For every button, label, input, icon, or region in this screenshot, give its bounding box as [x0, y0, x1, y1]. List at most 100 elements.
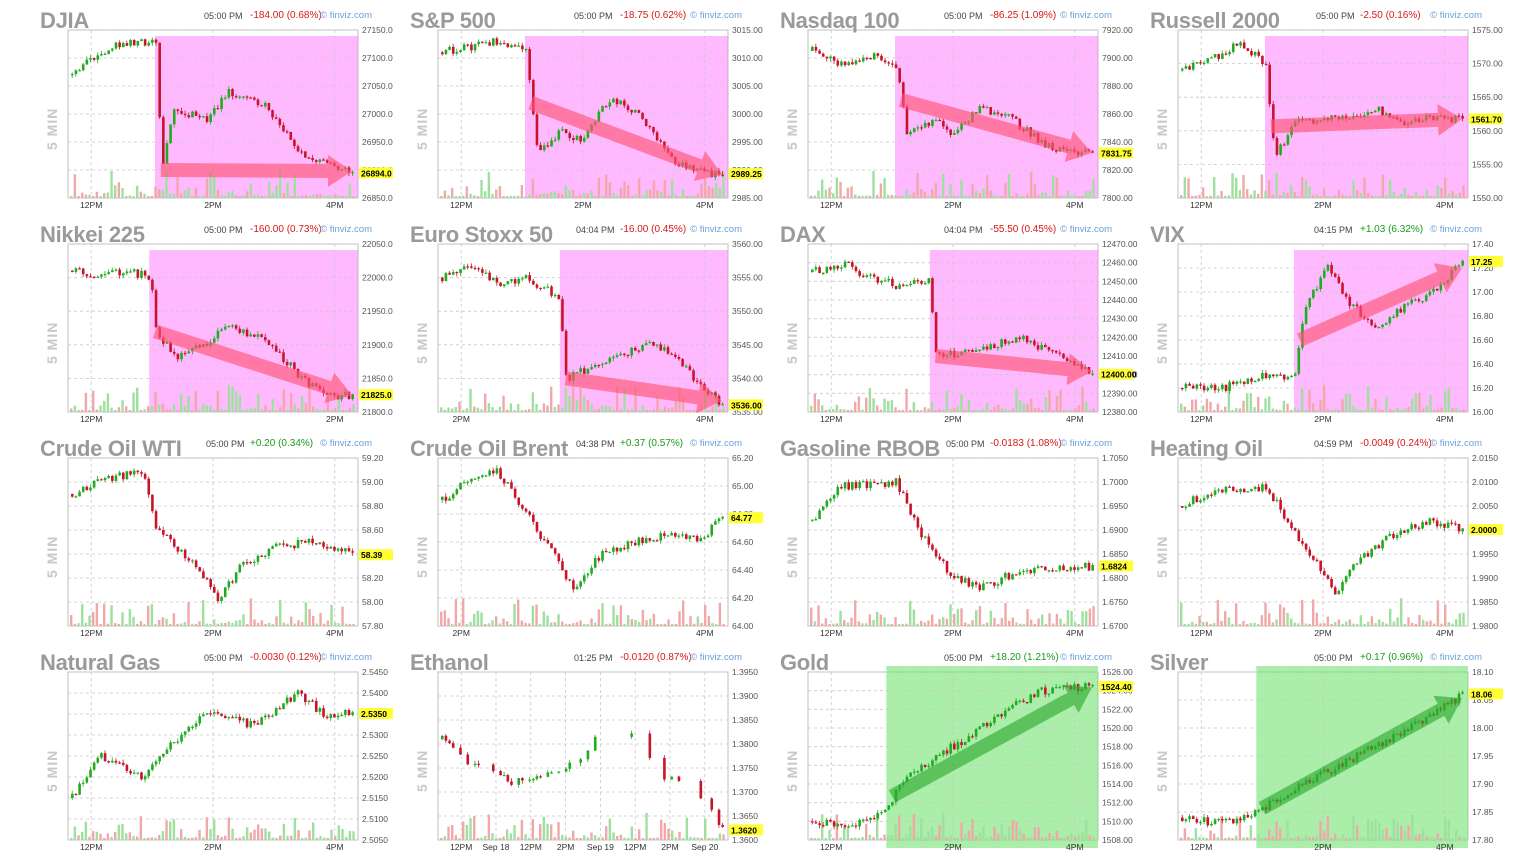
chart-title[interactable]: Ethanol [410, 650, 489, 675]
candle-body [1000, 577, 1003, 585]
brand-label[interactable]: © finviz.com [1430, 10, 1482, 21]
chart-panel-crude-oil-brent[interactable]: 65.2065.0064.8064.6064.4064.2064.002PM4P… [370, 428, 763, 642]
chart-title[interactable]: Crude Oil WTI [40, 436, 182, 461]
volume-bar [689, 836, 692, 840]
chart-panel-russell-2000[interactable]: 1575.00 1570.00 1565.00 1560.00 1555.00 1550.… [1110, 0, 1503, 214]
brand-label[interactable]: © finviz.com [1060, 438, 1112, 449]
chart-panel-ethanol[interactable]: 1.3950 1.3900 1.3850 1.3800 1.3750 1.3700 1.36… [370, 642, 763, 856]
chart-title[interactable]: Silver [1150, 650, 1209, 675]
brand-label[interactable]: © finviz.com [1060, 10, 1112, 21]
brand-label[interactable]: © finviz.com [320, 10, 372, 21]
chart-title[interactable]: Natural Gas [40, 650, 161, 675]
brand-label[interactable]: © finviz.com [690, 10, 742, 21]
volume-bar [286, 182, 289, 198]
candle-body [811, 821, 814, 823]
chart-title[interactable]: Euro Stoxx 50 [410, 222, 553, 247]
candle-body [652, 540, 655, 542]
chart-title[interactable]: Russell 2000 [1150, 8, 1280, 33]
volume-bar [1304, 835, 1308, 840]
chart-panel-euro-stoxx-50[interactable]: 3560.00 3555.00 3550.00 3545.00 3540.00 3535.… [370, 214, 763, 428]
volume-bar [1249, 393, 1253, 412]
brand-label[interactable]: © finviz.com [1430, 652, 1482, 663]
chart-panel-s-p-500[interactable]: 3015.003010.003005.003000.002995.002990.… [370, 0, 763, 214]
volume-bar [1293, 192, 1297, 198]
volume-bar [1000, 823, 1004, 840]
volume-bar [682, 396, 685, 412]
chart-title[interactable]: DJIA [40, 8, 89, 33]
volume-bar [663, 406, 667, 412]
brand-label[interactable]: © finviz.com [1060, 224, 1112, 235]
chart-title[interactable]: Crude Oil Brent [410, 436, 569, 461]
chart-panel-heating-oil[interactable]: 2.01502.01002.00502.00001.99501.99001.98… [1110, 428, 1503, 642]
brand-label[interactable]: © finviz.com [320, 652, 372, 663]
chart-panel-vix[interactable]: 17.40 17.20 17.00 16.80 16.60 16.40 16.20 16.00… [1110, 214, 1503, 428]
candle-body [1003, 710, 1007, 717]
brand-label[interactable]: © finviz.com [1060, 652, 1112, 663]
candle-body [1399, 308, 1403, 313]
chart-change: -184.00 (0.68%) [250, 10, 322, 21]
chart-title[interactable]: Gold [780, 650, 829, 675]
candle-body [1297, 347, 1301, 374]
chart-title[interactable]: VIX [1150, 222, 1185, 247]
candle-body [491, 470, 495, 474]
chart-panel-gasoline-rbob[interactable]: 1.7050 1.7000 1.6950 1.6900 1.6850 1.6800 1.67… [740, 428, 1133, 642]
candle-body [1210, 384, 1213, 388]
chart-title[interactable]: Gasoline RBOB [780, 436, 940, 461]
volume-bar [916, 409, 919, 412]
y-tick-label: 12380.00 [1102, 407, 1138, 417]
candle-body [872, 481, 876, 483]
volume-bar [1037, 618, 1040, 626]
volume-bar [1268, 179, 1271, 198]
candle-body [641, 112, 644, 119]
volume-bar [663, 623, 667, 626]
brand-label[interactable]: © finviz.com [320, 224, 372, 235]
volume-bar [301, 837, 304, 840]
chart-title[interactable]: DAX [780, 222, 826, 247]
candle-body [916, 771, 920, 773]
chart-panel-dax[interactable]: 12470.00 12460.00 12450.00 12440.00 12430.00… [740, 214, 1138, 428]
brand-label[interactable]: © finviz.com [690, 224, 742, 235]
candle-body [648, 733, 652, 758]
chart-title[interactable]: Nasdaq 100 [780, 8, 900, 33]
chart-panel-crude-oil-wti[interactable]: 59.2059.0058.8058.6058.4058.2058.0057.80… [0, 428, 393, 642]
candle-body [521, 778, 524, 781]
brand-label[interactable]: © finviz.com [320, 438, 372, 449]
chart-title[interactable]: Nikkei 225 [40, 222, 145, 247]
candle-body [721, 516, 724, 519]
volume-bar [546, 405, 549, 412]
chart-panel-djia[interactable]: 27150.027100.027050.027000.026950.026900… [0, 0, 393, 214]
candle-body [121, 273, 125, 276]
candle-body [510, 45, 513, 48]
candle-body [1282, 509, 1286, 519]
candle-body [473, 478, 477, 480]
brand-label[interactable]: © finviz.com [1430, 224, 1482, 235]
volume-bar [850, 186, 853, 198]
chart-panel-gold[interactable]: 1526.001524.001522.001520.001518.001516.… [740, 642, 1133, 856]
volume-bar [931, 827, 934, 840]
volume-bar [88, 409, 91, 412]
y-tick-label: 21900.0 [362, 340, 393, 350]
y-tick-label: 16.60 [1472, 335, 1494, 345]
volume-bar [246, 191, 249, 198]
brand-label[interactable]: © finviz.com [690, 438, 742, 449]
volume-bar [147, 406, 150, 412]
candle-body [1261, 373, 1264, 379]
brand-label[interactable]: © finviz.com [690, 652, 742, 663]
volume-bar [1202, 621, 1205, 626]
chart-change: +0.20 (0.34%) [250, 438, 314, 449]
chart-panel-nasdaq-100[interactable]: 7920.00 7900.00 7880.00 7860.00 7840.00 7820.… [740, 0, 1133, 214]
chart-title[interactable]: S&P 500 [410, 8, 496, 33]
chart-panel-natural-gas[interactable]: 2.54502.54002.53502.53002.52502.52002.51… [0, 642, 393, 856]
volume-bar [579, 620, 582, 626]
candle-body [717, 809, 721, 825]
brand-label[interactable]: © finviz.com [1430, 438, 1482, 449]
chart-title[interactable]: Heating Oil [1150, 436, 1263, 461]
volume-bar [1004, 182, 1007, 198]
chart-panel-nikkei-225[interactable]: 22050.0 22000.0 21950.0 21900.0 21850.0 21800… [0, 214, 393, 428]
candle-body [517, 45, 521, 47]
candle-body [1330, 578, 1333, 588]
candle-body [78, 70, 81, 72]
chart-panel-silver[interactable]: 18.10 18.05 18.00 17.95 17.90 17.85 17.80 12PM 2… [1110, 642, 1503, 856]
volume-bar [99, 195, 102, 198]
candle-body [985, 723, 989, 727]
